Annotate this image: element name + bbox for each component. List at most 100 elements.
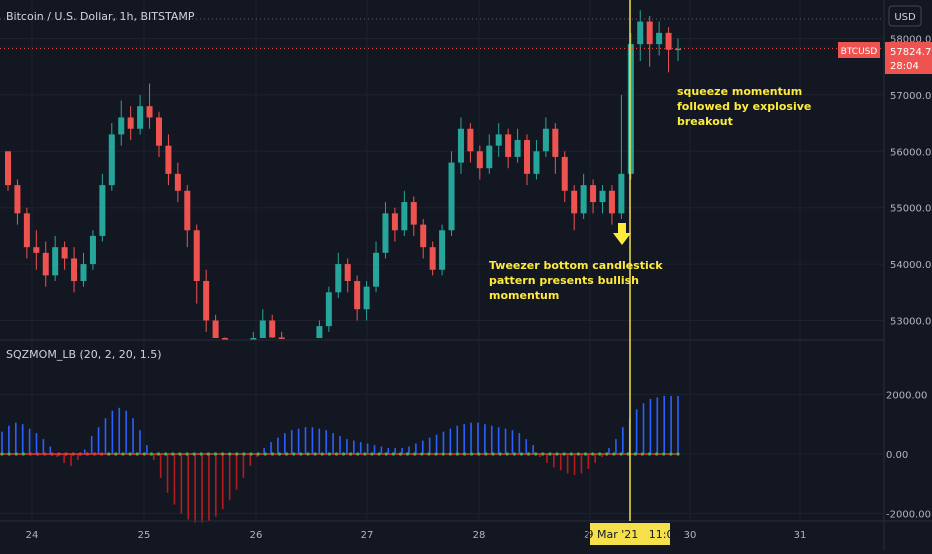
candle-body (627, 44, 634, 174)
annotation-breakout-line-3: breakout (677, 115, 733, 128)
candle-body (222, 338, 229, 340)
candle-body (552, 128, 559, 157)
squeeze-dot-off (505, 452, 509, 456)
squeeze-dot-off (14, 452, 18, 456)
squeeze-dot-off (676, 452, 680, 456)
squeeze-dot-off (477, 452, 481, 456)
squeeze-dot-off (406, 452, 410, 456)
candle-body (14, 185, 21, 214)
squeeze-dot-on (78, 452, 82, 456)
squeeze-dot-off (320, 452, 324, 456)
price-tick-label: 54000.00 (890, 260, 932, 271)
arrow-down-icon[interactable] (613, 223, 631, 245)
squeeze-dot-off (562, 452, 566, 456)
squeeze-dot-off (220, 452, 225, 456)
squeeze-dot-off (548, 452, 552, 456)
squeeze-dot-off (341, 452, 346, 456)
squeeze-dot-off (249, 452, 253, 456)
squeeze-dot-off (313, 452, 317, 456)
squeeze-dot-off (640, 452, 645, 456)
price-axis[interactable]: 58000.00 57000.00 56000.00 55000.00 54000.00… (890, 35, 932, 328)
candle-body (410, 202, 417, 225)
squeeze-dot-off (263, 452, 267, 456)
candle-body (429, 247, 436, 270)
candle-body (656, 32, 663, 45)
candle-body (269, 320, 276, 338)
squeeze-dot-off (178, 452, 182, 456)
candle-body (146, 106, 153, 118)
candle-body (325, 292, 332, 327)
squeeze-dot-off (441, 452, 445, 456)
squeeze-dot-off (213, 452, 218, 456)
squeeze-dot-off (420, 452, 424, 456)
squeeze-dot-off (455, 452, 460, 456)
price-tick-label: 58000.00 (890, 35, 932, 46)
arrow-shaft (618, 223, 626, 233)
squeeze-dot-off (398, 452, 403, 456)
squeeze-dot-on (100, 452, 104, 456)
arrow-head (613, 233, 631, 245)
squeeze-dot-off (484, 452, 488, 456)
candle-body (99, 185, 106, 236)
candle-body (382, 213, 389, 253)
squeeze-dot-off (334, 452, 339, 456)
squeeze-dot-off (185, 452, 189, 456)
candle-body (637, 21, 644, 45)
squeeze-dot-off (206, 452, 210, 456)
symbol-title[interactable]: Bitcoin / U.S. Dollar, 1h, BITSTAMP (6, 10, 195, 23)
squeeze-dot-off (121, 452, 125, 456)
squeeze-dot-off (541, 452, 545, 456)
squeeze-dot-off (583, 452, 588, 456)
indicator-axis[interactable]: 2000.00 0.00 -2000.00 (886, 390, 931, 520)
candle-body (495, 134, 502, 146)
candle-body (401, 202, 408, 231)
squeeze-dot-off (384, 452, 388, 456)
indicator-tick-label: -2000.00 (886, 510, 931, 521)
indicator-tick-label: 2000.00 (886, 390, 927, 401)
candle-body (439, 230, 446, 270)
candle-body (608, 190, 615, 214)
candle-body (457, 128, 464, 163)
squeeze-dot-off (142, 452, 146, 456)
squeeze-dot-off (107, 452, 111, 456)
squeeze-dot-off (299, 452, 303, 456)
squeeze-dot-off (192, 452, 196, 456)
candle-body (61, 247, 68, 259)
candle-body (618, 173, 625, 214)
annotation-tweezer[interactable]: Tweezer bottom candlestick pattern prese… (489, 259, 663, 302)
squeeze-dot-off (427, 452, 431, 456)
squeeze-dot-off (619, 452, 623, 456)
squeeze-dot-off (512, 452, 516, 456)
currency-button[interactable] (888, 5, 922, 27)
candle-body (108, 134, 115, 186)
squeeze-dot-off (519, 452, 524, 456)
squeeze-dot-on (71, 452, 75, 456)
squeeze-dot-on (43, 452, 47, 456)
squeeze-dot-off (555, 452, 559, 456)
crosshair-time-label: 29 Mar '21 11:00 (580, 528, 681, 541)
squeeze-dot-off (270, 452, 274, 456)
squeeze-dot-on (50, 452, 54, 456)
price-tick-label: 57000.00 (890, 91, 932, 102)
candle-body (316, 326, 323, 338)
squeeze-dot-on (28, 452, 33, 456)
squeeze-dot-off (576, 452, 580, 456)
indicator-label[interactable]: SQZMOM_LB (20, 2, 20, 1.5) (6, 348, 162, 361)
candle-body (542, 128, 549, 152)
candle-body (561, 156, 568, 191)
squeeze-dot-off (356, 452, 360, 456)
candle-body (675, 48, 681, 51)
squeeze-dot-off (228, 452, 232, 456)
squeeze-dot-off (662, 452, 666, 456)
squeeze-dots (0, 452, 680, 456)
squeeze-dot-off (171, 452, 175, 456)
candle-body (165, 145, 172, 174)
squeeze-dot-on (92, 452, 97, 456)
indicator-tick-label: 0.00 (886, 450, 908, 461)
annotation-breakout[interactable]: squeeze momentum followed by explosive b… (677, 85, 811, 128)
squeeze-dot-off (7, 452, 11, 456)
candle-body (476, 151, 483, 169)
